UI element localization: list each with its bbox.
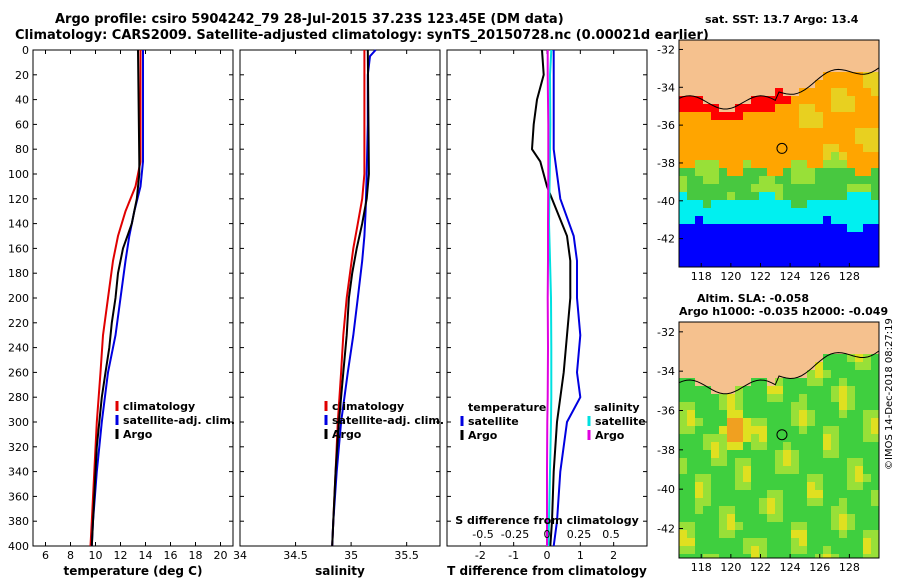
sst-map-title: sat. SST: 13.7 Argo: 13.4 — [705, 13, 859, 26]
legend-label: climatology — [123, 400, 195, 413]
x-tick-label: 18 — [189, 549, 203, 562]
x-tick-label: 2 — [610, 549, 617, 562]
legend-label: Argo — [595, 429, 625, 442]
top-tick-label: -0.5 — [472, 528, 493, 541]
y-tick-label: 160 — [8, 242, 29, 255]
y-tick-label: 240 — [8, 342, 29, 355]
sla-map-title-1: Altim. SLA: -0.058 — [697, 292, 810, 305]
title-line-1: Argo profile: csiro 5904242_79 28-Jul-20… — [55, 12, 564, 27]
top-tick-label: 0 — [544, 528, 551, 541]
plot-frame — [32, 49, 234, 547]
x-tick-label: 0 — [544, 549, 551, 562]
x-tick-label: 35 — [344, 549, 358, 562]
y-tick-label: 360 — [8, 490, 29, 503]
top-tick-label: -0.25 — [501, 528, 529, 541]
legend-title-temperature: temperature — [468, 401, 546, 414]
series-line-t-satellite — [552, 50, 582, 547]
top-tick-label: 0.25 — [567, 528, 592, 541]
y-tick-label: 0 — [22, 44, 29, 57]
y-tick-label: 140 — [8, 218, 29, 231]
x-tick-label: 34 — [233, 549, 247, 562]
y-tick-label: 200 — [8, 292, 29, 305]
y-tick-label: 80 — [15, 143, 29, 156]
series-line-argo — [331, 49, 370, 547]
series-line-satellite-adj-clim- — [90, 50, 144, 547]
x-axis-label: T difference from climatology — [447, 564, 647, 578]
temperature-panel: 0 20 40 60 80 100 120 140 160 180 200 220 240 260 280 3… — [8, 44, 235, 578]
y-tick-label: 20 — [15, 69, 29, 82]
legend-label: satellite — [595, 415, 646, 428]
series-line-t-argo — [530, 49, 572, 547]
legend-label: Argo — [123, 428, 153, 441]
y-tick-label: 380 — [8, 515, 29, 528]
x-tick-label: 14 — [139, 549, 153, 562]
x-tick-label: 10 — [89, 549, 103, 562]
y-tick-label: 60 — [15, 118, 29, 131]
difference-panel: -2 -1 0 1 2 T difference from climatology temp… — [446, 49, 648, 578]
top-tick-label: 0.5 — [602, 528, 620, 541]
series-line-argo — [90, 49, 141, 547]
legend-label: Argo — [332, 428, 362, 441]
x-tick-label: 6 — [42, 549, 49, 562]
x-tick-label: 35.5 — [394, 549, 419, 562]
plot-frame — [239, 49, 441, 547]
y-tick-label: 260 — [8, 366, 29, 379]
x-tick-label: 16 — [164, 549, 178, 562]
x-tick-label: 12 — [114, 549, 128, 562]
series-line-s-satellite — [547, 49, 553, 547]
x-tick-label: -2 — [475, 549, 486, 562]
y-tick-label: 220 — [8, 317, 29, 330]
legend-title-salinity: salinity — [594, 401, 640, 414]
legend-label: satellite — [468, 415, 519, 428]
series-line-climatology — [89, 50, 142, 547]
legend-label: satellite-adj. clim. — [123, 414, 235, 427]
legend-label: satellite-adj. clim. — [332, 414, 444, 427]
y-tick-label: 400 — [8, 540, 29, 553]
title-line-2: Climatology: CARS2009. Satellite-adjuste… — [15, 28, 709, 43]
x-tick-label: 1 — [577, 549, 584, 562]
y-tick-label: 180 — [8, 267, 29, 280]
sla-map-title-2: Argo h1000: -0.035 h2000: -0.049 — [679, 305, 889, 318]
x-tick-label: 34.5 — [283, 549, 308, 562]
legend-label: Argo — [468, 429, 498, 442]
y-tick-label: 40 — [15, 94, 29, 107]
salinity-panel: 34 34.5 35 35.5 salinity climatologysatellite… — [233, 49, 444, 578]
y-tick-label: 320 — [8, 441, 29, 454]
y-tick-label: 300 — [8, 416, 29, 429]
legend-label: climatology — [332, 400, 404, 413]
x-tick-label: 20 — [214, 549, 228, 562]
y-tick-label: 340 — [8, 466, 29, 479]
x-tick-label: 8 — [67, 549, 74, 562]
x-axis-label: salinity — [315, 564, 365, 578]
top-axis-label: S difference from climatology — [455, 514, 639, 527]
series-line-s-argo — [546, 50, 550, 546]
y-tick-label: 280 — [8, 391, 29, 404]
y-tick-label: 100 — [8, 168, 29, 181]
x-axis-label: temperature (deg C) — [64, 564, 203, 578]
imos-timestamp: ©IMOS 14-Dec-2018 08:27:19 — [884, 318, 895, 470]
y-tick-label: 120 — [8, 193, 29, 206]
x-tick-label: -1 — [508, 549, 519, 562]
